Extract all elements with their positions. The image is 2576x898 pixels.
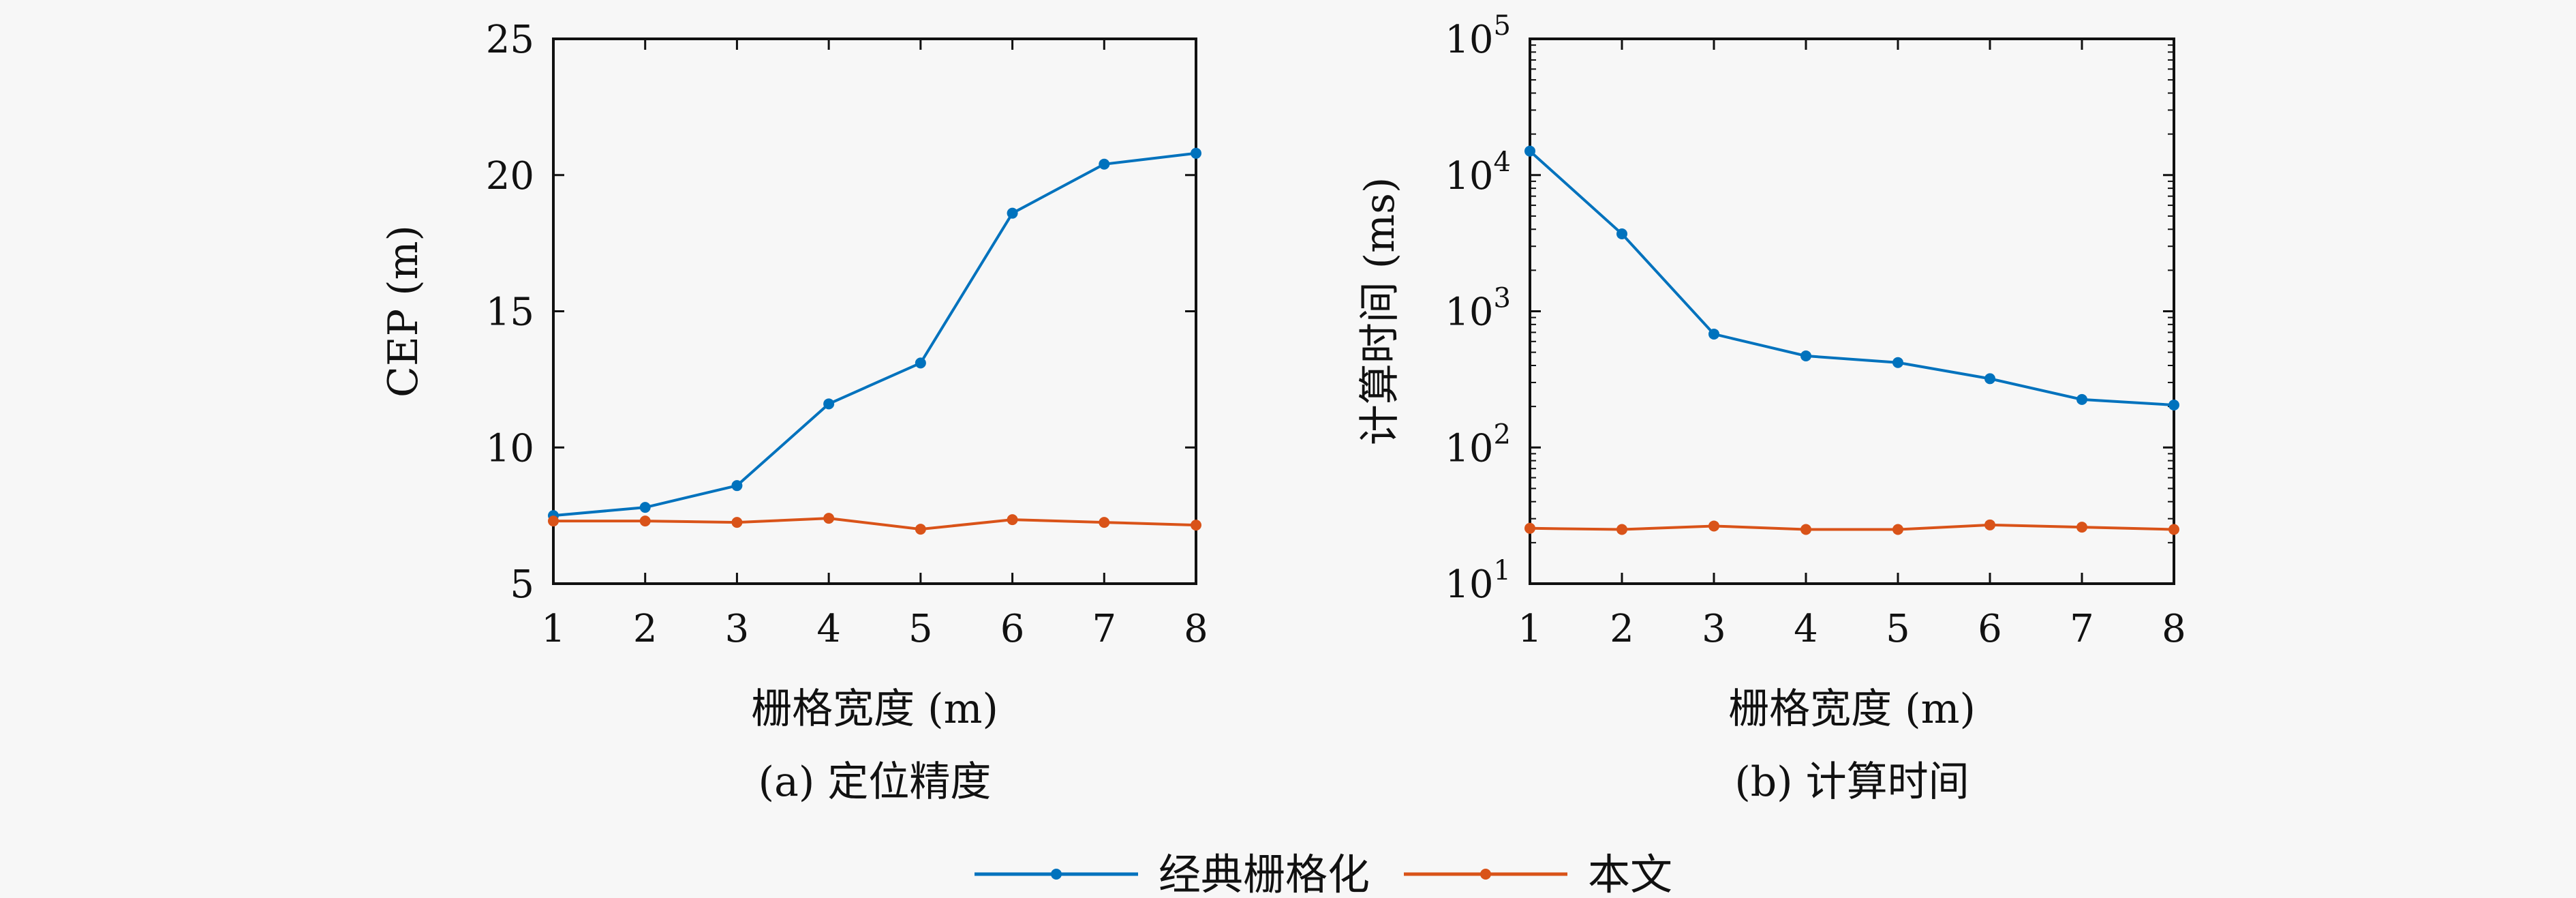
data-point-series-0	[1708, 328, 1719, 340]
y-axis-label: CEP (m)	[380, 225, 427, 398]
x-tick-label: 7	[1092, 607, 1116, 651]
y-tick-label: 10	[486, 426, 534, 470]
x-tick-label: 6	[1000, 607, 1025, 651]
data-point-series-0	[1892, 357, 1903, 368]
y-tick-label: 104	[1445, 147, 1511, 198]
y-tick-label-base: 10	[1445, 154, 1493, 198]
series-line-1	[1529, 523, 2175, 531]
data-point-series-0	[1616, 228, 1627, 240]
y-tick-label: 20	[486, 154, 534, 198]
x-axis-label: 栅格宽度 (m)	[1728, 685, 1976, 733]
x-tick-label: 2	[1610, 607, 1634, 651]
chart-a-positioning-accuracy: 1 2 3 4 5 6 7 8 5 10 15 20 25 栅格宽度 (m) CEP (m) (a) 定位精度	[380, 18, 1208, 806]
data-point-series-0	[731, 480, 743, 492]
plot-frame	[552, 38, 1197, 585]
data-point-series-0	[1099, 158, 1110, 170]
data-point-series-1	[1892, 524, 1903, 535]
y-tick-label-base: 10	[1445, 563, 1493, 607]
plot-frame	[1529, 38, 2175, 585]
data-point-series-0	[639, 502, 651, 513]
data-point-series-1	[1007, 514, 1018, 526]
y-tick-label: 101	[1445, 555, 1511, 607]
x-tick-label: 4	[1794, 607, 1818, 651]
data-point-series-0	[1800, 350, 1811, 361]
data-point-series-0	[915, 357, 926, 369]
data-point-series-0	[823, 398, 835, 410]
y-tick-label-exponent: 5	[1494, 10, 1511, 42]
data-point-series-1	[915, 524, 926, 535]
data-point-series-1	[1984, 519, 1995, 530]
data-point-series-1	[2076, 522, 2087, 533]
legend: 经典栅格化 本文	[975, 850, 1672, 898]
x-tick-label: 8	[1184, 607, 1208, 651]
series-line-0	[553, 151, 1197, 518]
data-point-series-1	[731, 517, 743, 528]
data-point-series-0	[1007, 207, 1018, 219]
x-tick-label: 8	[2162, 607, 2186, 651]
x-tick-label: 1	[541, 607, 566, 651]
x-tick-label: 2	[633, 607, 658, 651]
y-tick-label-base: 10	[1445, 18, 1493, 62]
data-point-series-1	[1524, 522, 1535, 534]
y-axis-label: 计算时间 (ms)	[1356, 177, 1404, 446]
y-tick-label-exponent: 2	[1494, 419, 1511, 450]
y-tick-label-exponent: 1	[1494, 555, 1511, 586]
legend-label-classic: 经典栅格化	[1159, 850, 1370, 898]
data-point-series-1	[1099, 517, 1110, 528]
x-tick-label: 1	[1518, 607, 1542, 651]
series-line-0	[1529, 150, 2175, 406]
subfigure-caption: (a) 定位精度	[758, 758, 992, 806]
data-point-series-1	[1800, 524, 1811, 535]
data-point-series-1	[1708, 520, 1719, 532]
x-tick-label: 6	[1978, 607, 2002, 651]
y-tick-label: 102	[1445, 419, 1511, 470]
x-tick-label: 5	[1886, 607, 1910, 651]
x-tick-label: 4	[816, 607, 841, 651]
x-tick-label: 7	[2070, 607, 2094, 651]
y-tick-label: 105	[1445, 10, 1511, 62]
data-point-series-1	[1616, 524, 1627, 535]
x-tick-label: 3	[725, 607, 750, 651]
data-point-series-0	[2168, 399, 2179, 410]
y-tick-label: 15	[486, 290, 534, 335]
data-point-series-0	[1984, 373, 1995, 385]
x-tick-label: 5	[908, 607, 933, 651]
y-tick-label: 103	[1445, 283, 1511, 335]
data-point-series-0	[1191, 147, 1201, 159]
y-tick-label-base: 10	[1445, 290, 1493, 335]
data-point-series-1	[639, 515, 651, 527]
legend-marker-ours	[1480, 869, 1491, 880]
x-tick-label: 3	[1702, 607, 1726, 651]
y-tick-label-base: 10	[1445, 426, 1493, 470]
legend-label-ours: 本文	[1588, 850, 1672, 898]
series-line-1	[553, 517, 1197, 531]
y-tick-label-exponent: 3	[1494, 283, 1511, 314]
subfigure-caption: (b) 计算时间	[1734, 758, 1969, 806]
y-tick-label: 5	[510, 563, 534, 607]
x-axis-label: 栅格宽度 (m)	[751, 685, 998, 733]
data-point-series-0	[1524, 145, 1535, 157]
y-tick-label: 25	[486, 18, 534, 62]
data-point-series-1	[823, 513, 835, 524]
data-point-series-1	[548, 515, 559, 527]
data-point-series-1	[1191, 520, 1201, 531]
data-point-series-1	[2168, 524, 2179, 535]
y-tick-label-exponent: 4	[1494, 147, 1511, 178]
data-point-series-0	[2076, 393, 2087, 405]
legend-marker-classic	[1051, 869, 1062, 880]
